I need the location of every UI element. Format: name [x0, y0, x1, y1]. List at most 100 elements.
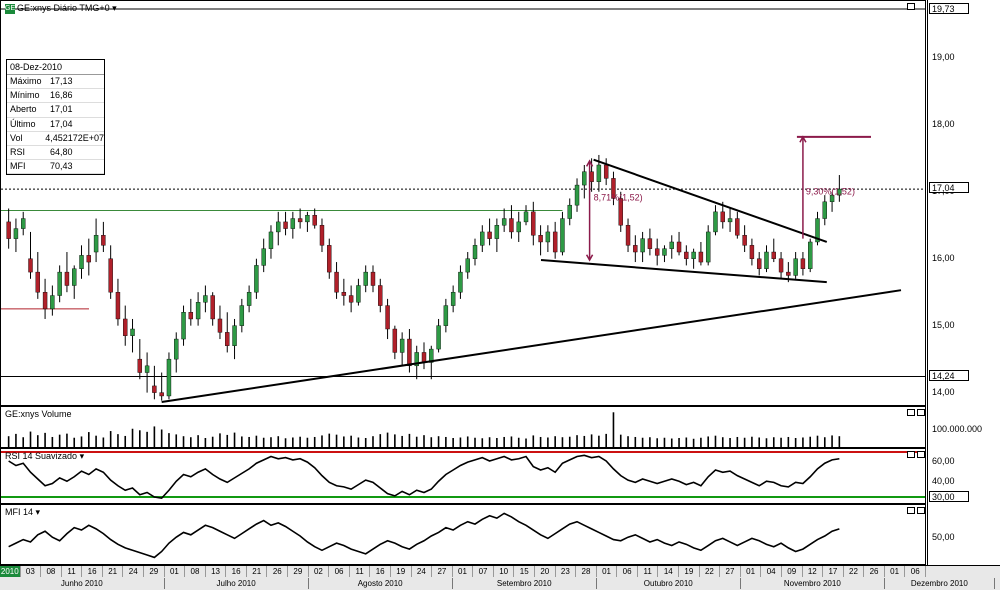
- close-icon[interactable]: [917, 409, 925, 416]
- close-icon[interactable]: [917, 507, 925, 514]
- candle-down: [749, 245, 755, 259]
- volume-bar: [496, 438, 498, 447]
- date-axis-month: Novembro 2010: [741, 578, 885, 589]
- close-icon[interactable]: [917, 451, 925, 458]
- candle-up: [144, 365, 150, 373]
- price-tick-label: 16,00: [932, 252, 955, 263]
- volume-bar: [350, 435, 352, 447]
- rsi-lower-box: 30,00: [929, 491, 969, 502]
- candle-up: [691, 251, 696, 259]
- volume-bar: [466, 436, 469, 447]
- candle-up: [494, 225, 500, 239]
- candle-up: [567, 204, 572, 219]
- candle-up: [465, 258, 470, 273]
- date-axis-day: 24: [123, 566, 145, 577]
- candle-up: [669, 241, 674, 249]
- candle-down: [698, 251, 704, 263]
- date-axis-month: Setembro 2010: [453, 578, 597, 589]
- candle-up: [50, 295, 55, 310]
- volume-bar: [175, 434, 178, 447]
- volume-bar: [787, 436, 790, 447]
- volume-bar: [277, 436, 280, 447]
- date-axis-day: 01: [885, 566, 906, 577]
- volume-bar: [284, 438, 287, 447]
- rsi-title[interactable]: RSI 14 Suavizado ▾: [5, 451, 85, 461]
- mfi-axis[interactable]: [927, 504, 1000, 565]
- volume-bar: [313, 436, 316, 447]
- volume-bar: [270, 437, 272, 447]
- date-axis-day: 04: [761, 566, 782, 577]
- date-axis-day: 01: [741, 566, 762, 577]
- volume-bar: [22, 437, 25, 447]
- candle-up: [596, 164, 602, 182]
- rsi-pane[interactable]: RSI 14 Suavizado ▾: [0, 448, 926, 504]
- date-axis-day: 26: [864, 566, 885, 577]
- price-chart[interactable]: 8,71%(1,52) 9,30%(1,52): [1, 1, 926, 406]
- date-axis-day: 15: [514, 566, 535, 577]
- candle-down: [611, 178, 616, 199]
- volume-bar: [219, 433, 221, 447]
- volume-bar: [503, 436, 505, 447]
- date-axis-day: 26: [268, 566, 289, 577]
- last-price-box: 17,04: [929, 182, 969, 194]
- maximize-icon[interactable]: [907, 3, 915, 10]
- data-window-label: Último: [10, 118, 36, 129]
- wedge-upper-line: [593, 158, 828, 243]
- date-axis-day: 16: [82, 566, 103, 577]
- candle-down: [742, 235, 747, 246]
- mfi-tick-50: 50,00: [932, 532, 955, 542]
- candle-down: [407, 338, 412, 367]
- volume-bar: [736, 436, 739, 447]
- volume-bar: [102, 437, 105, 447]
- minimize-icon[interactable]: [907, 451, 915, 458]
- volume-bar: [321, 435, 323, 447]
- volume-title[interactable]: GE:xnys Volume: [5, 409, 72, 419]
- volume-bar: [109, 431, 112, 447]
- arrowhead-icon: [585, 159, 594, 167]
- date-axis-day: 01: [165, 566, 186, 577]
- volume-bar: [415, 436, 418, 447]
- price-tick-label: 19,00: [932, 51, 955, 62]
- volume-bar: [729, 438, 731, 447]
- volume-bar: [809, 436, 812, 447]
- candle-down: [676, 241, 682, 253]
- date-axis-day: 06: [329, 566, 350, 577]
- volume-bar: [197, 435, 199, 447]
- date-axis-days[interactable]: 2010 03 08 11 16 21 24 29 01 08 13 16 21 26 29 02 06 11 16…: [0, 566, 926, 577]
- data-window-value: 17,13: [50, 76, 73, 86]
- candle-down: [225, 332, 230, 346]
- volume-bar: [66, 433, 68, 447]
- candle-down: [654, 248, 660, 256]
- candle-up: [480, 231, 485, 246]
- volume-bar: [80, 436, 83, 447]
- chart-title-text[interactable]: GE:xnys Diário TMG+0: [17, 3, 110, 13]
- mfi-pane[interactable]: MFI 14 ▾: [0, 504, 926, 565]
- rsi-tick-60: 60,00: [932, 456, 955, 466]
- chevron-down-icon[interactable]: ▾: [35, 507, 41, 517]
- date-axis-day: 22: [844, 566, 865, 577]
- chevron-down-icon[interactable]: ▾: [79, 451, 85, 461]
- rsi-chart[interactable]: [1, 449, 926, 504]
- volume-axis[interactable]: [927, 406, 1000, 448]
- data-window-row: Aberto 17,01: [7, 103, 104, 118]
- chevron-down-icon[interactable]: ▾: [112, 3, 117, 13]
- minimize-icon[interactable]: [907, 507, 915, 514]
- minimize-icon[interactable]: [907, 409, 915, 416]
- date-axis-day: 23: [556, 566, 577, 577]
- date-axis-day: 29: [144, 566, 165, 577]
- price-pane[interactable]: 8,71%(1,52) 9,30%(1,52) GE GE:xnys Diário …: [0, 0, 926, 406]
- candle-down: [786, 271, 791, 276]
- volume-bar: [663, 437, 666, 447]
- candle-up: [458, 271, 463, 293]
- date-axis-day: 03: [21, 566, 42, 577]
- volume-bar: [124, 435, 127, 447]
- price-axis[interactable]: [927, 0, 1000, 406]
- volume-bar: [481, 438, 484, 447]
- candle-up: [822, 201, 827, 219]
- mfi-title[interactable]: MFI 14 ▾: [5, 507, 41, 517]
- volume-chart[interactable]: [1, 407, 926, 448]
- volume-pane[interactable]: GE:xnys Volume: [0, 406, 926, 448]
- volume-bar: [343, 436, 345, 447]
- date-axis[interactable]: 2010 03 08 11 16 21 24 29 01 08 13 16 21 26 29 02 06 11 16…: [0, 565, 1000, 590]
- mfi-chart[interactable]: [1, 505, 926, 565]
